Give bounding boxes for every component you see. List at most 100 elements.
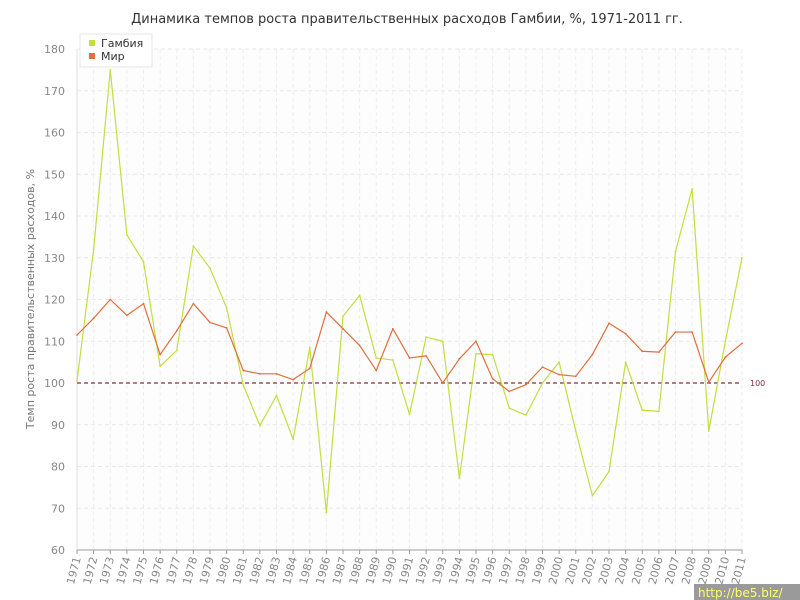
series-gambia-point-2007 [674, 250, 677, 253]
chart-title: Динамика темпов роста правительственных … [131, 12, 683, 27]
series-world-point-1983 [275, 372, 278, 375]
series-gambia [76, 68, 743, 514]
series-gambia-point-1988 [358, 294, 361, 297]
series-world-point-1982 [258, 372, 261, 375]
series-world-point-1992 [425, 354, 428, 357]
y-tick-label-180: 180 [44, 43, 65, 56]
series-lines [76, 68, 743, 514]
series-gambia-point-1975 [142, 261, 145, 263]
series-gambia-point-1991 [408, 413, 411, 416]
series-world-point-1979 [209, 321, 211, 324]
series-gambia-point-1984 [292, 438, 295, 441]
series-world [76, 298, 743, 393]
series-gambia-point-1982 [258, 424, 261, 427]
series-gambia-point-1971 [76, 380, 78, 382]
series-world-point-1978 [192, 302, 195, 305]
y-tick-label-160: 160 [44, 127, 65, 140]
series-gambia-point-1990 [391, 359, 394, 361]
series-world-point-1999 [541, 366, 544, 369]
series-world-point-2010 [724, 356, 727, 359]
series-world-point-2011 [741, 342, 743, 345]
watermark-bg [694, 584, 800, 600]
reference-line: 100 [77, 379, 765, 388]
series-world-point-2006 [657, 351, 660, 354]
series-gambia-point-1996 [491, 353, 494, 356]
series-world-point-1996 [491, 377, 494, 380]
legend-label-world: Мир [101, 50, 125, 63]
y-tick-label-120: 120 [44, 294, 65, 307]
legend: Гамбия Мир [79, 33, 153, 68]
series-gambia-point-2008 [691, 187, 694, 190]
series-world-point-1980 [225, 326, 228, 329]
series-world-point-1985 [308, 367, 311, 370]
series-gambia-point-1995 [475, 352, 477, 355]
series-world-point-2009 [707, 381, 710, 384]
legend-label-gambia: Гамбия [101, 37, 143, 50]
series-world-point-2003 [608, 322, 610, 325]
y-tick-label-150: 150 [44, 168, 65, 181]
series-gambia-point-1981 [242, 384, 245, 386]
series-gambia-point-1978 [192, 245, 195, 247]
series-gambia-point-2006 [657, 410, 660, 413]
series-gambia-point-2011 [741, 256, 743, 259]
series-world-point-1972 [92, 317, 95, 320]
series-world-point-2000 [558, 373, 561, 376]
series-world-point-1976 [159, 353, 162, 356]
series-gambia-point-1976 [159, 365, 162, 368]
series-gambia-point-2005 [641, 409, 644, 412]
series-gambia-point-1983 [275, 394, 278, 397]
reference-line-label: 100 [750, 379, 765, 388]
legend-swatch-gambia [89, 40, 95, 46]
series-world-point-1995 [475, 340, 477, 343]
series-world-point-1987 [342, 327, 344, 330]
series-gambia-point-1993 [441, 340, 444, 343]
series-gambia-point-1989 [375, 357, 378, 359]
series-world-point-1981 [242, 369, 245, 372]
series-world-point-1971 [76, 334, 78, 336]
y-tick-labels: 60 70 80 90 100 110 120 130 140 150 160 170 180 [44, 43, 65, 557]
series-world-point-1973 [109, 298, 112, 301]
series-world-point-2007 [674, 331, 677, 333]
series-world-point-2004 [624, 332, 627, 335]
series-gambia-point-1985 [308, 346, 311, 349]
series-world-point-1997 [508, 390, 511, 393]
y-tick-label-70: 70 [51, 502, 65, 515]
y-tick-label-60: 60 [51, 544, 65, 557]
series-gambia-point-1997 [508, 407, 511, 409]
y-tick-label-170: 170 [44, 85, 65, 98]
series-world-point-2002 [591, 353, 594, 356]
y-tick-label-100: 100 [44, 377, 65, 390]
series-world-point-1994 [458, 357, 461, 360]
y-axis-label: Темп роста правительственных расходов, % [24, 169, 37, 430]
series-world-point-1990 [391, 327, 394, 330]
series-gambia-point-1986 [325, 511, 328, 514]
series-gambia-point-1974 [125, 233, 128, 236]
series-gambia-point-1980 [225, 306, 228, 309]
series-gambia-point-2009 [707, 430, 710, 432]
legend-swatch-world [89, 53, 95, 59]
series-world-point-1986 [325, 311, 328, 313]
series-gambia-point-1998 [524, 414, 527, 417]
series-gambia-point-1992 [425, 336, 428, 338]
series-world-point-1988 [358, 344, 361, 347]
series-world-point-1974 [125, 314, 128, 317]
series-world-point-2008 [691, 331, 694, 333]
x-tick-label-2011: 2011 [729, 555, 749, 585]
series-gambia-point-2002 [591, 494, 594, 497]
series-world-point-1991 [408, 357, 411, 359]
series-gambia-point-2003 [608, 470, 610, 473]
y-tick-label-110: 110 [44, 335, 65, 348]
series-gambia-point-2001 [574, 430, 577, 432]
series-gambia-point-1999 [541, 382, 544, 384]
series-gambia-point-1972 [92, 248, 95, 251]
y-tick-label-80: 80 [51, 461, 65, 474]
series-gambia-point-1994 [458, 477, 461, 480]
series-gambia-point-1979 [209, 267, 211, 270]
watermark-text: http://be5.biz/ [698, 586, 783, 600]
series-gambia-point-2010 [724, 340, 727, 343]
legend-box [79, 33, 153, 68]
series-world-point-1975 [142, 302, 145, 305]
series-gambia-point-1987 [342, 315, 344, 318]
series-gambia-point-1977 [175, 349, 178, 352]
